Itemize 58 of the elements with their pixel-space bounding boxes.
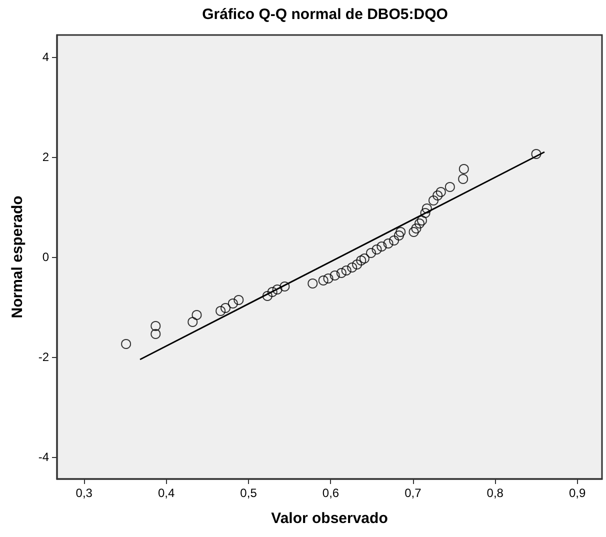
point (336, 268, 346, 278)
point (408, 227, 419, 237)
point (308, 278, 318, 288)
x-tick-label: 0,3 (76, 486, 93, 500)
x-tick-label: 0,6 (322, 486, 340, 500)
point (396, 227, 406, 237)
point (280, 282, 290, 292)
point (228, 298, 238, 308)
point (188, 317, 198, 327)
point (366, 248, 376, 258)
point (414, 218, 425, 228)
point (318, 276, 328, 286)
point (411, 224, 422, 234)
point (416, 216, 427, 226)
x-axis-title: Valor observado (271, 510, 388, 527)
point (376, 242, 387, 252)
point (150, 329, 161, 339)
point (121, 339, 132, 349)
point (272, 284, 282, 294)
x-tick-label: 0,4 (158, 486, 175, 500)
x-tick-label: 0,8 (486, 486, 504, 500)
point (220, 303, 231, 313)
point (372, 244, 382, 254)
point (192, 310, 202, 320)
point (428, 196, 438, 206)
point (341, 266, 352, 276)
y-axis-title: Normal esperado (9, 196, 26, 318)
point (267, 287, 278, 297)
point (432, 190, 443, 200)
point (347, 262, 358, 272)
x-tick-label: 0,5 (240, 486, 258, 500)
point (444, 182, 455, 192)
point (359, 254, 370, 264)
x-tick-label: 0,7 (404, 486, 422, 500)
point (323, 274, 334, 284)
point (330, 270, 340, 280)
point (383, 238, 394, 248)
y-tick-label: 2 (42, 150, 50, 164)
y-tick-label: -4 (38, 450, 50, 464)
point (531, 149, 542, 159)
y-tick-label: 4 (42, 50, 50, 64)
y-tick-label: -2 (38, 350, 50, 364)
point (436, 187, 446, 197)
point (394, 230, 404, 240)
x-tick-label: 0,9 (568, 486, 586, 500)
point (458, 164, 469, 174)
point (420, 208, 430, 218)
point (356, 256, 366, 266)
chart-title: Gráfico Q-Q normal de DBO5:DQO (202, 6, 448, 23)
y-tick-label: 0 (42, 250, 50, 264)
point (458, 174, 468, 184)
point (150, 321, 161, 331)
point (216, 306, 226, 316)
point (262, 291, 272, 301)
point (234, 295, 244, 305)
point (389, 236, 400, 246)
point (352, 260, 362, 270)
point (422, 204, 432, 214)
